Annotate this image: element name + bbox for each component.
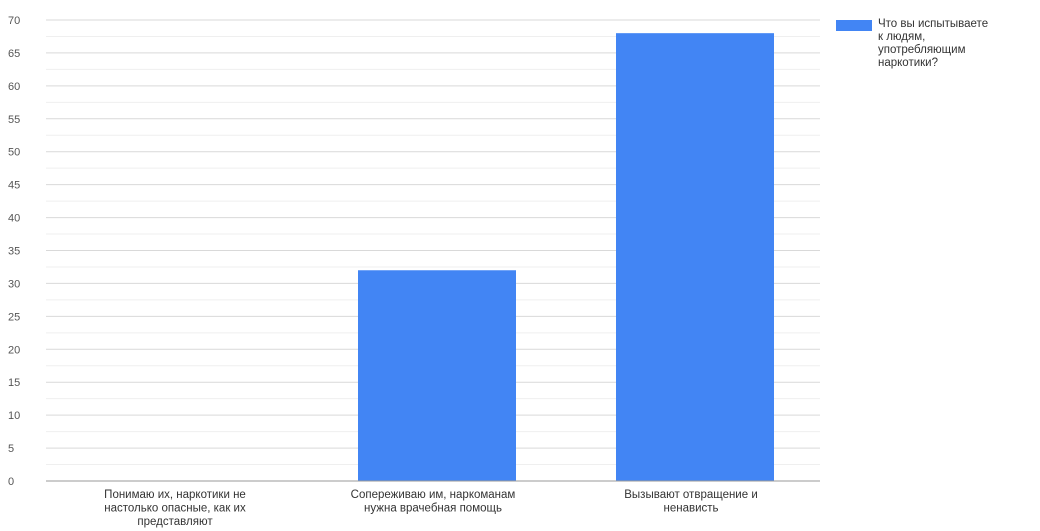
y-tick-label: 25 <box>8 311 20 323</box>
y-tick-label: 15 <box>8 377 20 389</box>
y-tick-label: 35 <box>8 246 20 258</box>
y-tick-label: 70 <box>8 15 20 27</box>
x-category-label: Вызывают отвращение и ненависть <box>624 489 758 515</box>
y-axis-ticks: 0 5 10 15 20 25 30 35 40 45 50 55 60 65 70 <box>8 15 20 488</box>
y-tick-label: 40 <box>8 213 20 225</box>
y-tick-label: 5 <box>8 443 14 455</box>
legend-label: Что вы испытываете к людям, употребляющим н… <box>878 18 1038 70</box>
legend-swatch <box>836 20 872 31</box>
bar <box>358 270 516 481</box>
y-tick-label: 50 <box>8 147 20 159</box>
x-category-label: Понимаю их, наркотики не настолько опасны… <box>104 489 246 528</box>
y-tick-label: 20 <box>8 344 20 356</box>
legend-label-line: наркотики? <box>878 57 938 69</box>
y-tick-label: 30 <box>8 278 20 290</box>
y-tick-label: 65 <box>8 48 20 60</box>
x-category-label: Сопереживаю им, наркоманам нужна врачебна… <box>351 489 516 515</box>
y-tick-label: 55 <box>8 114 20 126</box>
legend-label-line: Что вы испытываете <box>878 18 989 30</box>
legend-label-line: к людям, <box>878 31 926 43</box>
x-axis-labels: Понимаю их, наркотики не настолько опасны… <box>104 489 758 528</box>
bar <box>616 33 774 482</box>
legend-label-line: употребляющим <box>878 44 966 56</box>
y-tick-label: 45 <box>8 180 20 192</box>
y-tick-label: 10 <box>8 410 20 422</box>
y-tick-label: 0 <box>8 476 14 488</box>
y-tick-label: 60 <box>8 81 20 93</box>
bars <box>358 33 774 482</box>
